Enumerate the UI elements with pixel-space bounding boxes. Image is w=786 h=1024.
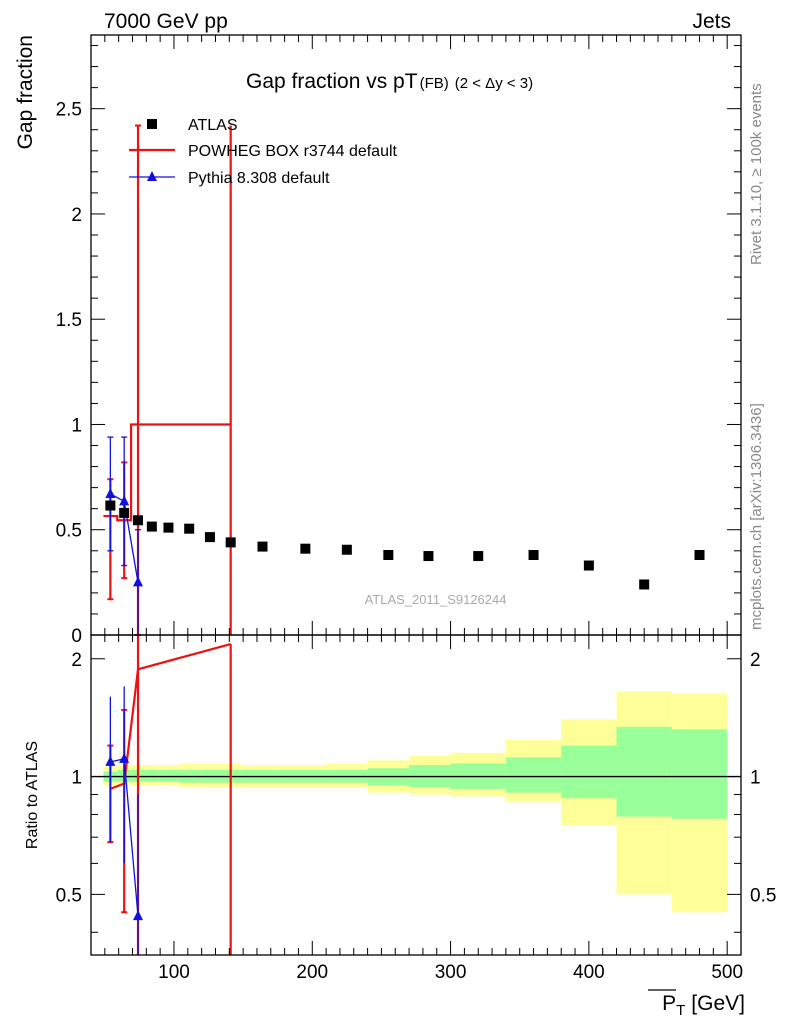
ratio-xtick-label: 300: [435, 962, 467, 983]
chart-title-sub: (FB): [420, 75, 449, 92]
x-axis-label-unit: [GeV]: [691, 992, 745, 1015]
atlas-point: [639, 579, 650, 590]
main-ytick-label: 1: [71, 415, 82, 436]
main-panel: ATLAS_2011_S9126244 0 0.5 1 1.5 2 2.5 Gap fract…: [14, 34, 742, 647]
band-green: [616, 726, 672, 817]
pythia-marker: [133, 576, 144, 587]
main-ytick-label: 0.5: [56, 521, 82, 542]
atlas-point: [133, 515, 144, 526]
ratio-xtick-label: 500: [711, 962, 743, 983]
ratio-ytick-label-right: 2: [750, 650, 761, 671]
chart-title: Gap fraction vs pT (FB) (2 < Δy < 3): [246, 70, 533, 93]
x-axis-label: PT [GeV]: [662, 992, 745, 1019]
atlas-point: [163, 522, 174, 533]
ratio-pythia-marker: [133, 910, 144, 921]
legend-pythia-label: Pythia 8.308 default: [188, 170, 330, 187]
main-ylabel: Gap fraction: [14, 35, 37, 149]
main-ytick-label: 0: [71, 626, 82, 647]
legend-atlas-marker: [147, 119, 157, 129]
band-green: [561, 745, 617, 799]
mcplots-label: mcplots.cern.ch [arXiv:1306.3436]: [748, 403, 765, 630]
band-green: [671, 729, 728, 819]
legend-pythia-marker: [147, 171, 157, 181]
atlas-point: [184, 523, 195, 534]
atlas-point: [583, 560, 594, 571]
ratio-xtick-label: 100: [158, 962, 190, 983]
atlas-point: [341, 544, 352, 555]
atlas-point: [300, 543, 311, 554]
main-ytick-label: 2.5: [56, 100, 82, 121]
atlas-point: [105, 500, 116, 511]
x-axis-label-sub: T: [676, 1002, 685, 1019]
x-axis-label-main: P: [662, 992, 676, 1015]
atlas-point: [528, 550, 539, 560]
atlas-point: [119, 507, 130, 518]
atlas-point: [146, 521, 157, 532]
ratio-ytick-label-right: 1: [750, 768, 761, 789]
ratio-xtick-label: 400: [573, 962, 605, 983]
band-green: [158, 769, 180, 782]
pythia-marker: [105, 487, 116, 498]
ratio-pythia-marker: [105, 755, 116, 766]
atlas-point: [473, 551, 484, 562]
ratio-xtick-label: 200: [296, 962, 328, 983]
atlas-point: [204, 532, 215, 543]
pythia-marker: [119, 495, 130, 506]
ratio-pythia-marker: [119, 752, 130, 763]
ratio-ylabel: Ratio to ATLAS: [24, 741, 41, 849]
atlas-point: [383, 550, 394, 560]
ratio-ytick-label-left: 1: [71, 768, 82, 789]
ratio-ytick-label-left: 0.5: [56, 885, 82, 906]
rivet-label: Rivet 3.1.10, ≥ 100k events: [748, 83, 765, 265]
legend-atlas-label: ATLAS: [188, 117, 238, 134]
main-ytick-label: 1.5: [56, 310, 82, 331]
energy-label: 7000 GeV pp: [104, 10, 228, 33]
legend-powheg-label: POWHEG BOX r3744 default: [188, 143, 398, 160]
band-green: [505, 757, 562, 793]
ratio-ytick-label-right: 0.5: [750, 885, 776, 906]
ratio-ytick-label-left: 2: [71, 650, 82, 671]
ratio-frame: [90, 634, 742, 956]
atlas-point: [225, 537, 236, 548]
atlas-point: [694, 550, 705, 560]
ratio-panel: 0.5 0.5 1 1 2 2 100 200 300 400 500 Ratio to ATLAS P…: [24, 634, 776, 1019]
chart-title-range: (2 < Δy < 3): [455, 75, 533, 92]
band-green: [144, 769, 159, 782]
atlas-point: [423, 551, 434, 562]
main-ytick-label: 2: [71, 205, 82, 226]
powheg-histogram: [103, 423, 231, 522]
atlas-point: [257, 541, 268, 552]
watermark: ATLAS_2011_S9126244: [365, 592, 507, 607]
ratio-powheg-line: [109, 643, 231, 790]
process-label: Jets: [692, 10, 731, 33]
